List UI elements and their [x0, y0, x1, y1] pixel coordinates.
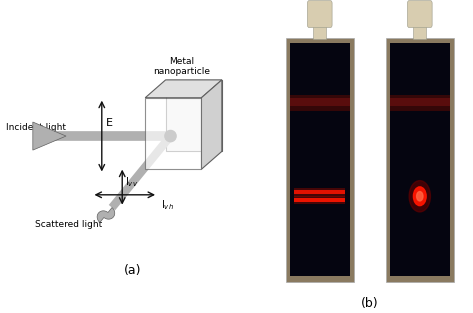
FancyBboxPatch shape	[390, 98, 450, 106]
Text: (b): (b)	[361, 297, 378, 310]
Text: I$_{vh}$: I$_{vh}$	[412, 1, 428, 16]
Text: Scattered light: Scattered light	[35, 220, 103, 229]
Text: I$_{vv}$: I$_{vv}$	[125, 175, 139, 189]
Text: Incident light: Incident light	[6, 123, 66, 132]
FancyBboxPatch shape	[407, 1, 432, 28]
FancyBboxPatch shape	[294, 190, 345, 194]
Polygon shape	[33, 122, 66, 150]
Text: (a): (a)	[124, 264, 141, 277]
Circle shape	[165, 131, 176, 142]
Text: I$_{vh}$: I$_{vh}$	[160, 199, 174, 213]
Circle shape	[409, 181, 430, 212]
Polygon shape	[166, 80, 222, 151]
Circle shape	[417, 192, 423, 201]
FancyBboxPatch shape	[386, 38, 454, 282]
Text: E: E	[105, 118, 113, 128]
Text: Metal
nanoparticle: Metal nanoparticle	[153, 57, 210, 76]
FancyBboxPatch shape	[294, 196, 345, 204]
Polygon shape	[201, 80, 222, 169]
FancyBboxPatch shape	[314, 23, 326, 39]
FancyBboxPatch shape	[390, 95, 450, 110]
FancyBboxPatch shape	[294, 198, 345, 202]
Polygon shape	[145, 98, 201, 169]
FancyBboxPatch shape	[289, 95, 350, 110]
Text: I$_{vv}$: I$_{vv}$	[312, 1, 328, 16]
FancyBboxPatch shape	[413, 23, 426, 39]
FancyBboxPatch shape	[289, 98, 350, 106]
FancyBboxPatch shape	[294, 188, 345, 197]
FancyBboxPatch shape	[307, 1, 332, 28]
FancyBboxPatch shape	[286, 38, 354, 282]
FancyBboxPatch shape	[390, 43, 450, 276]
Polygon shape	[97, 208, 115, 223]
Circle shape	[413, 187, 426, 206]
Polygon shape	[145, 80, 222, 98]
FancyBboxPatch shape	[289, 43, 350, 276]
